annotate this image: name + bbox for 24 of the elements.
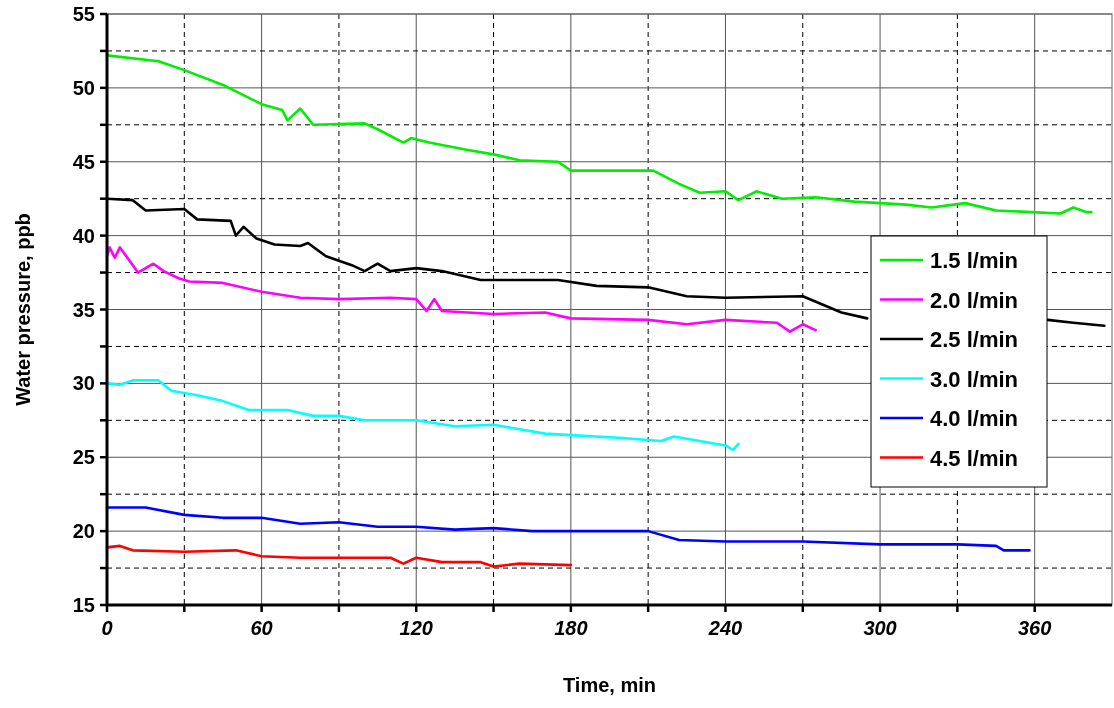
x-tick-label: 60 — [250, 617, 273, 639]
y-tick-label: 55 — [72, 3, 95, 25]
y-axis-title: Water pressure, ppb — [12, 213, 34, 406]
y-tick-label: 20 — [72, 520, 95, 543]
y-tick-label: 45 — [72, 150, 95, 173]
x-tick-label: 0 — [101, 617, 113, 639]
legend-label: 2.0 l/min — [930, 287, 1019, 313]
x-axis-title: Time, min — [563, 674, 656, 696]
legend-label: 4.5 l/min — [930, 445, 1019, 471]
x-tick-label: 360 — [1018, 617, 1052, 639]
legend-label: 2.5 l/min — [930, 327, 1019, 352]
x-tick-label: 120 — [399, 617, 433, 639]
x-tick-label: 240 — [707, 617, 743, 639]
x-tick-label: 180 — [554, 617, 588, 639]
legend-label: 4.0 l/min — [930, 406, 1019, 431]
y-tick-label: 35 — [72, 298, 95, 321]
legend-label: 1.5 l/min — [930, 248, 1019, 273]
y-tick-label: 25 — [72, 446, 95, 469]
y-tick-label: 15 — [72, 594, 95, 616]
x-tick-label: 300 — [863, 617, 897, 639]
y-tick-label: 50 — [72, 76, 95, 99]
y-tick-label: 40 — [72, 224, 95, 247]
y-tick-label: 30 — [72, 372, 95, 395]
legend-label: 3.0 l/min — [930, 366, 1019, 392]
